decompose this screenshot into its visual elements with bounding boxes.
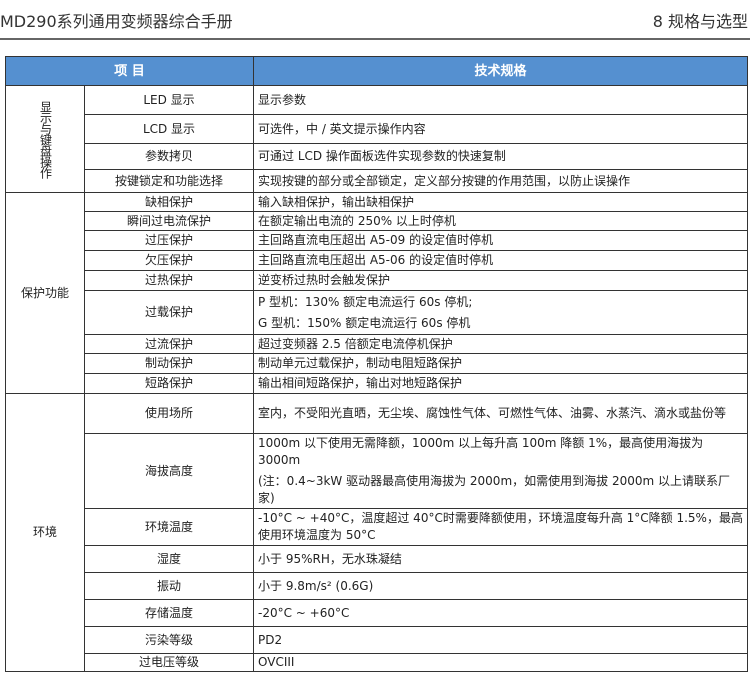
table-row: 欠压保护 主回路直流电压超出 A5-06 的设定值时停机: [6, 250, 748, 271]
spec-value: -20°C ~ +60°C: [253, 599, 748, 627]
spec-value: 实现按键的部分或全部锁定，定义部分按键的作用范围，以防止误操作: [253, 169, 748, 193]
table-row: 按键锁定和功能选择 实现按键的部分或全部锁定，定义部分按键的作用范围，以防止误操作: [6, 169, 748, 193]
group-label: 显示与键盘操作: [5, 85, 85, 193]
spec-value: 显示参数: [253, 85, 748, 115]
table-row: 制动保护 制动单元过载保护，制动电阻短路保护: [6, 353, 748, 374]
item-name: 使用场所: [84, 393, 254, 434]
item-name: LED 显示: [84, 85, 254, 115]
table-row: 过载保护 P 型机：130% 额定电流运行 60s 停机; G 型机：150% 额定…: [6, 290, 748, 335]
item-name: 环境温度: [84, 508, 254, 546]
table-row: 显示与键盘操作 LED 显示 显示参数: [5, 85, 748, 193]
spec-line: 制动单元过载保护，制动电阻短路保护: [258, 356, 463, 370]
item-name: 振动: [84, 572, 254, 600]
spec-line: 输入缺相保护，输出缺相保护: [258, 194, 415, 209]
spec-line: OVCIII: [258, 655, 295, 669]
spec-line: 主回路直流电压超出 A5-06 的设定值时停机: [258, 253, 494, 267]
item-name: 湿度: [84, 545, 254, 573]
item-name: 过电压等级: [84, 653, 254, 672]
item-name: 存储温度: [84, 599, 254, 627]
chapter-title: 8 规格与选型: [652, 12, 748, 31]
item-name: 过压保护: [84, 230, 254, 251]
spec-value: 小于 95%RH，无水珠凝结: [253, 545, 748, 573]
spec-line: 可选件，中 / 英文提示操作内容: [258, 121, 426, 136]
table-row: 瞬间过电流保护 在额定输出电流的 250% 以上时停机: [6, 211, 748, 231]
spec-line: (注：0.4~3kW 驱动器最高使用海拔为 2000m，如需使用到海拔 2000…: [258, 474, 730, 505]
spec-line: 1000m 以下使用无需降额，1000m 以上每升高 100m 降额 1%，最高…: [258, 436, 704, 467]
spec-value: 可选件，中 / 英文提示操作内容: [253, 114, 748, 144]
item-name: LCD 显示: [84, 114, 254, 144]
spec-line: G 型机：150% 额定电流运行 60s 停机: [258, 315, 471, 330]
table-row: 湿度 小于 95%RH，无水珠凝结: [6, 545, 748, 573]
spec-value: 主回路直流电压超出 A5-06 的设定值时停机: [253, 250, 748, 271]
spec-value: 输入缺相保护，输出缺相保护: [253, 192, 748, 212]
spec-line: 实现按键的部分或全部锁定，定义部分按键的作用范围，以防止误操作: [258, 173, 631, 188]
spec-line: 在额定输出电流的 250% 以上时停机: [258, 213, 456, 228]
spec-line: 可通过 LCD 操作面板选件实现参数的快速复制: [258, 149, 506, 163]
table-row: 过电压等级 OVCIII: [6, 653, 748, 672]
spec-line: P 型机：130% 额定电流运行 60s 停机;: [258, 294, 473, 309]
spec-line: 超过变频器 2.5 倍额定电流停机保护: [258, 336, 453, 351]
spec-line: -10°C ~ +40°C，温度超过 40°C时需要降额使用，环境温度每升高 1…: [258, 511, 743, 542]
group-label: 保护功能: [5, 192, 85, 394]
item-name: 过热保护: [84, 270, 254, 291]
spec-line: PD2: [258, 632, 283, 647]
table-row: 短路保护 输出相间短路保护，输出对地短路保护: [6, 373, 748, 394]
item-name: 过流保护: [84, 334, 254, 354]
group-name: 环境: [32, 525, 57, 539]
spec-line: 室内，不受阳光直晒，无尘埃、腐蚀性气体、可燃性气体、油雾、水蒸汽、滴水或盐份等: [258, 406, 727, 420]
spec-line: 小于 9.8m/s² (0.6G): [258, 578, 374, 593]
spec-value: 1000m 以下使用无需降额，1000m 以上每升高 100m 降额 1%，最高…: [253, 433, 748, 509]
spec-value: 制动单元过载保护，制动电阻短路保护: [253, 353, 748, 374]
spec-value: 小于 9.8m/s² (0.6G): [253, 572, 748, 600]
table-row: 海拔高度 1000m 以下使用无需降额，1000m 以上每升高 100m 降额 1…: [6, 433, 748, 509]
spec-table: 项 目 技术规格 显示与键盘操作 LED 显示 显示参数 LCD 显示 可选件，中 / …: [5, 56, 748, 672]
spec-line: 显示参数: [258, 92, 307, 107]
table-row: 过压保护 主回路直流电压超出 A5-09 的设定值时停机: [6, 230, 748, 251]
column-header-item: 项 目: [5, 56, 254, 86]
item-name: 污染等级: [84, 626, 254, 654]
spec-value: P 型机：130% 额定电流运行 60s 停机; G 型机：150% 额定电流运行…: [253, 290, 748, 335]
item-name: 制动保护: [84, 353, 254, 374]
spec-value: 逆变桥过热时会触发保护: [253, 270, 748, 291]
group-name: 保护功能: [20, 285, 69, 300]
group-name: 显示与键盘操作: [38, 100, 53, 178]
spec-value: 在额定输出电流的 250% 以上时停机: [253, 211, 748, 231]
spec-value: 输出相间短路保护，输出对地短路保护: [253, 373, 748, 394]
table-row: 参数拷贝 可通过 LCD 操作面板选件实现参数的快速复制: [6, 143, 748, 170]
item-name: 过载保护: [84, 290, 254, 335]
table-row: 过流保护 超过变频器 2.5 倍额定电流停机保护: [6, 334, 748, 354]
item-name: 海拔高度: [84, 433, 254, 509]
spec-value: 室内，不受阳光直晒，无尘埃、腐蚀性气体、可燃性气体、油雾、水蒸汽、滴水或盐份等: [253, 393, 748, 434]
spec-value: -10°C ~ +40°C，温度超过 40°C时需要降额使用，环境温度每升高 1…: [253, 508, 748, 546]
spec-value: 主回路直流电压超出 A5-09 的设定值时停机: [253, 230, 748, 251]
table-row: 污染等级 PD2: [6, 626, 748, 654]
table-row: 过热保护 逆变桥过热时会触发保护: [6, 270, 748, 291]
column-header-spec: 技术规格: [253, 56, 748, 86]
document-title: MD290系列通用变频器综合手册: [0, 12, 233, 31]
item-name: 短路保护: [84, 373, 254, 394]
spec-line: 逆变桥过热时会触发保护: [258, 273, 391, 287]
table-row: 振动 小于 9.8m/s² (0.6G): [6, 572, 748, 600]
table-row: 环境 使用场所 室内，不受阳光直晒，无尘埃、腐蚀性气体、可燃性气体、油雾、水蒸汽、滴…: [5, 393, 748, 672]
item-name: 欠压保护: [84, 250, 254, 271]
spec-line: -20°C ~ +60°C: [258, 605, 350, 620]
item-name: 缺相保护: [84, 192, 254, 212]
spec-line: 主回路直流电压超出 A5-09 的设定值时停机: [258, 233, 494, 247]
spec-line: 输出相间短路保护，输出对地短路保护: [258, 376, 463, 390]
spec-value: 超过变频器 2.5 倍额定电流停机保护: [253, 334, 748, 354]
header-rule: [0, 38, 750, 40]
group-label: 环境: [5, 393, 85, 672]
spec-value: OVCIII: [253, 653, 748, 672]
spec-line: 小于 95%RH，无水珠凝结: [258, 551, 402, 566]
item-name: 按键锁定和功能选择: [84, 169, 254, 193]
table-row: 保护功能 缺相保护 输入缺相保护，输出缺相保护: [5, 192, 748, 394]
spec-value: PD2: [253, 626, 748, 654]
item-name: 瞬间过电流保护: [84, 211, 254, 231]
table-row: LCD 显示 可选件，中 / 英文提示操作内容: [6, 114, 748, 144]
item-name: 参数拷贝: [84, 143, 254, 170]
spec-value: 可通过 LCD 操作面板选件实现参数的快速复制: [253, 143, 748, 170]
table-row: 环境温度 -10°C ~ +40°C，温度超过 40°C时需要降额使用，环境温度每…: [6, 508, 748, 546]
table-row: 存储温度 -20°C ~ +60°C: [6, 599, 748, 627]
